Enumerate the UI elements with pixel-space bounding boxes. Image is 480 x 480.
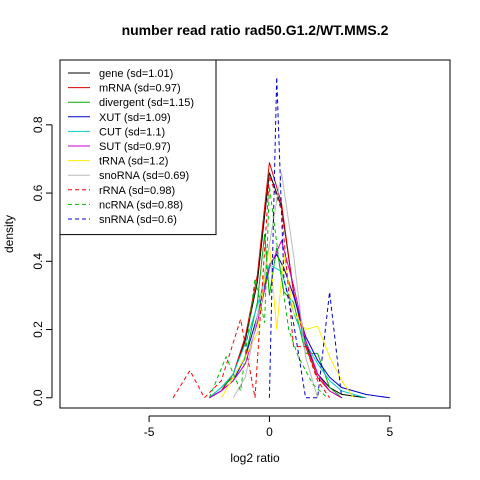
series-line-snrna: [268, 77, 343, 399]
chart-title: number read ratio rad50.G1.2/WT.MMS.2: [122, 22, 389, 38]
y-tick-label: 0.4: [31, 253, 45, 270]
legend-label-sut: SUT (sd=0.97): [99, 141, 171, 153]
y-axis: 0.0 0.2 0.4 0.6 0.8: [31, 116, 53, 406]
legend-label-ncrna: ncRNA (sd=0.88): [99, 199, 183, 211]
y-tick-label: 0.6: [31, 184, 45, 201]
x-tick-label: -5: [144, 425, 155, 439]
series-line-cut: [208, 263, 366, 399]
y-tick-label: 0.8: [31, 116, 45, 133]
y-tick-label: 0.0: [31, 389, 45, 406]
series-line-snorna: [232, 172, 319, 399]
y-axis-label: density: [2, 215, 16, 253]
legend-label-snrna: snRNA (sd=0.6): [99, 214, 177, 226]
legend-label-snorna: snoRNA (sd=0.69): [99, 170, 189, 182]
series-line-ncrna: [208, 186, 328, 399]
legend-label-cut: CUT (sd=1.1): [99, 126, 165, 138]
legend-label-trna: tRNA (sd=1.2): [99, 156, 168, 168]
legend: gene (sd=1.01) mRNA (sd=0.97) divergent (s…: [59, 59, 217, 236]
x-axis: -5 0 5: [144, 415, 393, 439]
legend-label-gene: gene (sd=1.01): [99, 68, 173, 80]
y-tick-label: 0.2: [31, 321, 45, 338]
series-line-rrna: [172, 175, 331, 399]
legend-label-divergent: divergent (sd=1.15): [99, 97, 194, 109]
x-axis-label: log2 ratio: [230, 451, 280, 465]
legend-label-rrna: rRNA (sd=0.98): [99, 185, 175, 197]
series-layer: [172, 77, 390, 399]
x-tick-label: 0: [266, 425, 273, 439]
legend-label-xut: XUT (sd=1.09): [99, 112, 171, 124]
x-tick-label: 5: [386, 425, 393, 439]
legend-box: [59, 59, 217, 236]
series-line-sut: [209, 239, 342, 399]
legend-label-mrna: mRNA (sd=0.97): [99, 83, 181, 95]
